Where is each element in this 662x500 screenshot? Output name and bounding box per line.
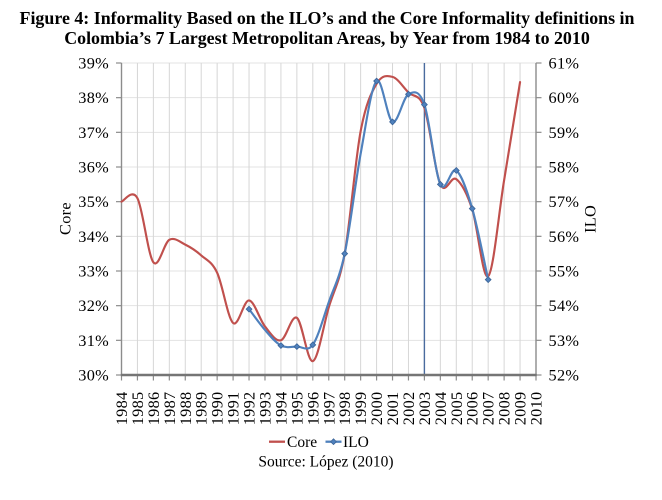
svg-text:1988: 1988 (176, 392, 195, 426)
svg-text:1997: 1997 (319, 392, 338, 426)
svg-text:Core: Core (287, 434, 317, 451)
svg-text:Core: Core (56, 202, 75, 235)
svg-text:35%: 35% (78, 192, 109, 211)
svg-text:60%: 60% (549, 88, 580, 107)
svg-text:2000: 2000 (367, 392, 386, 426)
svg-text:31%: 31% (78, 331, 109, 350)
svg-text:2006: 2006 (463, 392, 482, 426)
svg-text:2004: 2004 (431, 392, 450, 426)
svg-text:1986: 1986 (144, 392, 163, 426)
svg-text:52%: 52% (549, 366, 580, 385)
svg-text:57%: 57% (549, 192, 580, 211)
svg-text:37%: 37% (78, 123, 109, 142)
svg-text:Colombia’s 7 Largest Metropoli: Colombia’s 7 Largest Metropolitan Areas,… (64, 28, 590, 48)
svg-text:2002: 2002 (399, 392, 418, 426)
svg-text:39%: 39% (78, 54, 109, 73)
svg-text:2008: 2008 (495, 392, 514, 426)
svg-text:2001: 2001 (383, 392, 402, 426)
svg-text:1992: 1992 (240, 392, 259, 426)
svg-text:1993: 1993 (255, 392, 274, 426)
svg-text:32%: 32% (78, 296, 109, 315)
svg-text:1996: 1996 (303, 392, 322, 426)
svg-text:1994: 1994 (271, 392, 290, 426)
svg-text:59%: 59% (549, 123, 580, 142)
svg-text:1984: 1984 (112, 392, 131, 426)
svg-text:2009: 2009 (511, 392, 530, 426)
svg-text:2005: 2005 (447, 392, 466, 426)
svg-text:30%: 30% (78, 366, 109, 385)
svg-text:33%: 33% (78, 262, 109, 281)
svg-text:1989: 1989 (192, 392, 211, 426)
svg-text:1999: 1999 (351, 392, 370, 426)
svg-text:56%: 56% (549, 227, 580, 246)
svg-text:1991: 1991 (224, 392, 243, 426)
svg-text:1998: 1998 (335, 392, 354, 426)
svg-text:Source: López (2010): Source: López (2010) (258, 454, 393, 471)
svg-text:1987: 1987 (160, 392, 179, 426)
svg-text:2007: 2007 (479, 392, 498, 426)
svg-text:38%: 38% (78, 88, 109, 107)
svg-text:1990: 1990 (208, 392, 227, 426)
svg-text:61%: 61% (549, 54, 580, 73)
svg-text:58%: 58% (549, 158, 580, 177)
svg-text:1995: 1995 (287, 392, 306, 426)
svg-text:34%: 34% (78, 227, 109, 246)
svg-text:54%: 54% (549, 296, 580, 315)
svg-text:Figure 4: Informality Based on: Figure 4: Informality Based on the ILO’s… (20, 8, 635, 28)
svg-text:53%: 53% (549, 331, 580, 350)
svg-text:36%: 36% (78, 158, 109, 177)
svg-text:2003: 2003 (415, 392, 434, 426)
svg-text:ILO: ILO (581, 205, 600, 233)
svg-text:ILO: ILO (343, 434, 369, 451)
svg-text:1985: 1985 (128, 392, 147, 426)
svg-text:2010: 2010 (527, 392, 546, 426)
svg-text:55%: 55% (549, 262, 580, 281)
